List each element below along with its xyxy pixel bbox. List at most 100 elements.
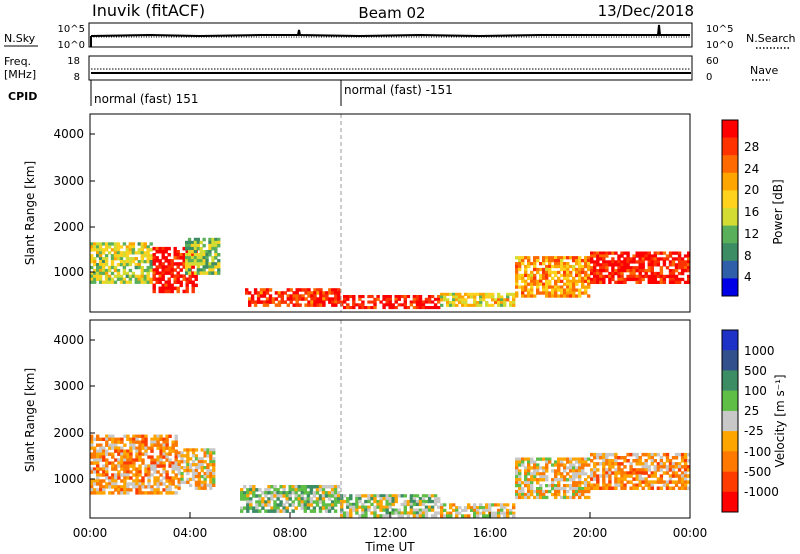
- heat-cell: [346, 514, 350, 518]
- heat-cell: [303, 506, 307, 510]
- heat-cell: [578, 463, 582, 467]
- title-station: Inuvik (fitACF): [92, 1, 205, 20]
- heat-cell: [632, 269, 636, 273]
- heat-cell: [473, 295, 477, 299]
- heat-cell: [312, 491, 317, 495]
- heat-cell: [108, 485, 112, 489]
- heat-cell: [376, 499, 380, 504]
- heat-cell: [596, 277, 600, 282]
- heat-cell: [614, 260, 618, 264]
- heat-cell: [421, 497, 426, 501]
- heat-cell: [187, 243, 192, 248]
- heat-cell: [173, 274, 177, 278]
- heat-cell: [111, 482, 115, 486]
- heat-cell: [147, 482, 151, 486]
- heat-cell: [578, 262, 582, 266]
- heat-cell: [102, 485, 106, 489]
- heat-cell: [554, 469, 558, 473]
- heat-cell: [108, 482, 112, 486]
- heat-cell: [267, 491, 271, 495]
- heat-cell: [400, 494, 404, 498]
- heat-cell: [563, 291, 567, 295]
- heat-cell: [557, 457, 561, 461]
- heat-cell: [105, 482, 109, 486]
- heat-cell: [382, 306, 386, 310]
- heat-cell: [533, 279, 537, 283]
- heat-cell: [488, 506, 492, 510]
- heat-cell: [206, 448, 210, 452]
- heat-cell: [557, 262, 561, 266]
- heat-cell: [443, 508, 447, 512]
- heat-cell: [563, 489, 567, 494]
- heat-cell: [343, 295, 347, 299]
- heat-cell: [479, 298, 483, 302]
- heat-cell: [512, 301, 516, 305]
- heat-cell: [98, 248, 103, 252]
- heat-cell: [635, 452, 639, 457]
- heat-cell: [102, 488, 106, 492]
- heat-cell: [161, 271, 165, 275]
- heat-cell: [270, 497, 274, 501]
- heat-cell: [551, 484, 555, 488]
- heat-cell: [587, 264, 591, 269]
- heat-cell: [158, 274, 162, 278]
- heat-cell: [294, 506, 298, 510]
- heat-cell: [530, 460, 534, 464]
- heat-cell: [206, 469, 210, 473]
- heat-cell: [211, 271, 215, 275]
- heat-cell: [656, 274, 661, 279]
- heat-cell: [572, 495, 576, 500]
- xtick-label-0: 00:00: [73, 526, 108, 540]
- heat-cell: [158, 259, 162, 263]
- heat-cell: [578, 475, 582, 479]
- heat-cell: [144, 470, 148, 474]
- heat-cell: [533, 469, 537, 473]
- heat-cell: [99, 485, 103, 489]
- heat-cell: [563, 273, 567, 278]
- heat-cell: [587, 495, 591, 500]
- heat-cell: [674, 257, 679, 261]
- heat-cell: [644, 483, 648, 487]
- heat-cell: [635, 462, 639, 466]
- heat-cell: [578, 270, 582, 275]
- heat-cell: [653, 251, 657, 255]
- heat-cell: [313, 297, 317, 301]
- heat-cell: [90, 452, 94, 456]
- heat-cell: [473, 292, 477, 296]
- heat-cell: [289, 288, 293, 292]
- heat-cell: [449, 292, 453, 296]
- heat-cell: [270, 491, 274, 495]
- heat-cell: [379, 497, 383, 501]
- heat-cell: [491, 295, 495, 299]
- heat-cell: [602, 254, 606, 258]
- heat-cell: [286, 297, 290, 301]
- heat-cell: [132, 482, 136, 486]
- heat-cell: [530, 291, 534, 295]
- heat-cell: [409, 511, 414, 515]
- heat-cell: [196, 265, 200, 269]
- heat-cell: [117, 461, 121, 465]
- heat-cell: [208, 237, 212, 242]
- heat-cell: [144, 464, 148, 468]
- power-cbar-tick-4: 4: [744, 270, 752, 284]
- heat-cell: [295, 303, 299, 307]
- heat-cell: [584, 288, 588, 292]
- power-panel-frame: [89, 113, 691, 313]
- heat-cell: [590, 280, 594, 284]
- heat-cell: [515, 466, 519, 470]
- heat-cell: [602, 251, 606, 255]
- heat-cell: [168, 449, 172, 453]
- heat-cell: [473, 303, 477, 307]
- heat-cell: [683, 269, 688, 273]
- heat-cell: [111, 473, 115, 477]
- power-cbar-tick-20: 20: [744, 183, 759, 197]
- heat-cell: [584, 270, 588, 275]
- heat-cell: [572, 475, 576, 479]
- heat-cell: [183, 454, 187, 458]
- heat-cell: [406, 306, 411, 310]
- heat-cell: [656, 263, 661, 267]
- heat-cell: [185, 240, 189, 245]
- heat-cell: [617, 263, 621, 267]
- heat-cell: [264, 494, 268, 498]
- heat-cell: [596, 254, 600, 258]
